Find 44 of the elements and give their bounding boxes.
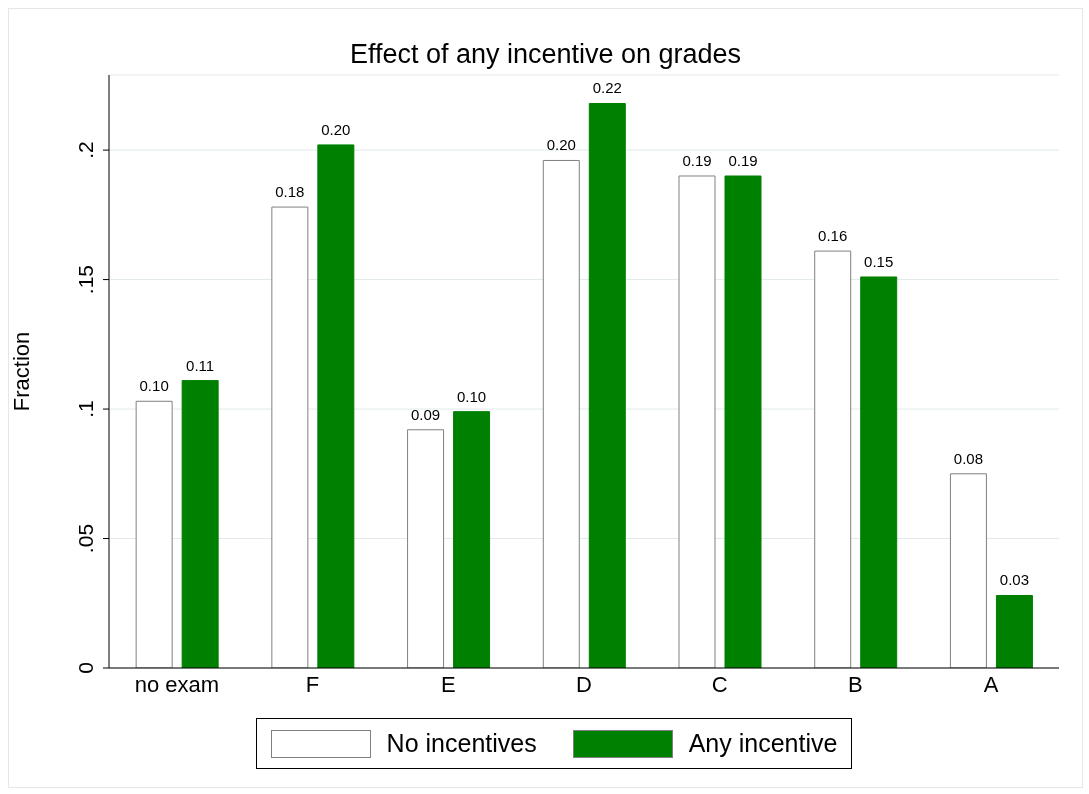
- bar: [995, 594, 1033, 668]
- bar: [814, 250, 852, 668]
- bar: [181, 380, 219, 668]
- legend-label: Any incentive: [688, 729, 838, 758]
- data-label: 0.11: [186, 356, 215, 374]
- chart-title: Effect of any incentive on grades: [348, 39, 743, 70]
- y-tick-label: .05: [74, 523, 97, 554]
- bar: [949, 473, 987, 668]
- y-tick-label: .1: [74, 400, 97, 418]
- bar: [271, 206, 309, 668]
- y-tick-label: 0: [74, 662, 97, 674]
- x-tick-label: B: [848, 671, 863, 697]
- data-label: 0.19: [682, 151, 712, 169]
- data-label: 0.08: [953, 449, 984, 467]
- y-axis-title: Fraction: [8, 331, 34, 412]
- data-label: 0.10: [456, 387, 487, 405]
- y-tick-label: .2: [74, 141, 97, 159]
- y-tick-label: .15: [74, 264, 97, 295]
- data-label: 0.20: [321, 120, 351, 138]
- bar: [724, 175, 762, 668]
- bar: [453, 411, 491, 668]
- data-label: 0.22: [592, 79, 622, 97]
- x-tick-label: C: [711, 671, 728, 697]
- x-tick-label: A: [983, 671, 999, 697]
- bar: [678, 175, 716, 668]
- data-label: 0.16: [818, 227, 848, 245]
- bar: [317, 144, 355, 668]
- data-label: 0.19: [728, 151, 758, 169]
- x-tick-label: E: [440, 671, 456, 697]
- bar: [135, 400, 173, 668]
- bar: [588, 102, 626, 668]
- bar: [542, 159, 580, 668]
- data-label: 0.15: [864, 252, 894, 270]
- data-label: 0.18: [275, 183, 305, 201]
- legend-label: No incentives: [386, 729, 537, 758]
- x-tick-label: no exam: [134, 671, 220, 697]
- x-tick-label: F: [305, 671, 320, 697]
- data-label: 0.20: [546, 136, 576, 154]
- data-label: 0.10: [139, 377, 169, 395]
- bar: [407, 429, 445, 668]
- data-label: 0.09: [410, 405, 441, 423]
- data-label: 0.03: [999, 571, 1030, 589]
- bar: [860, 276, 898, 668]
- x-tick-label: D: [576, 671, 592, 697]
